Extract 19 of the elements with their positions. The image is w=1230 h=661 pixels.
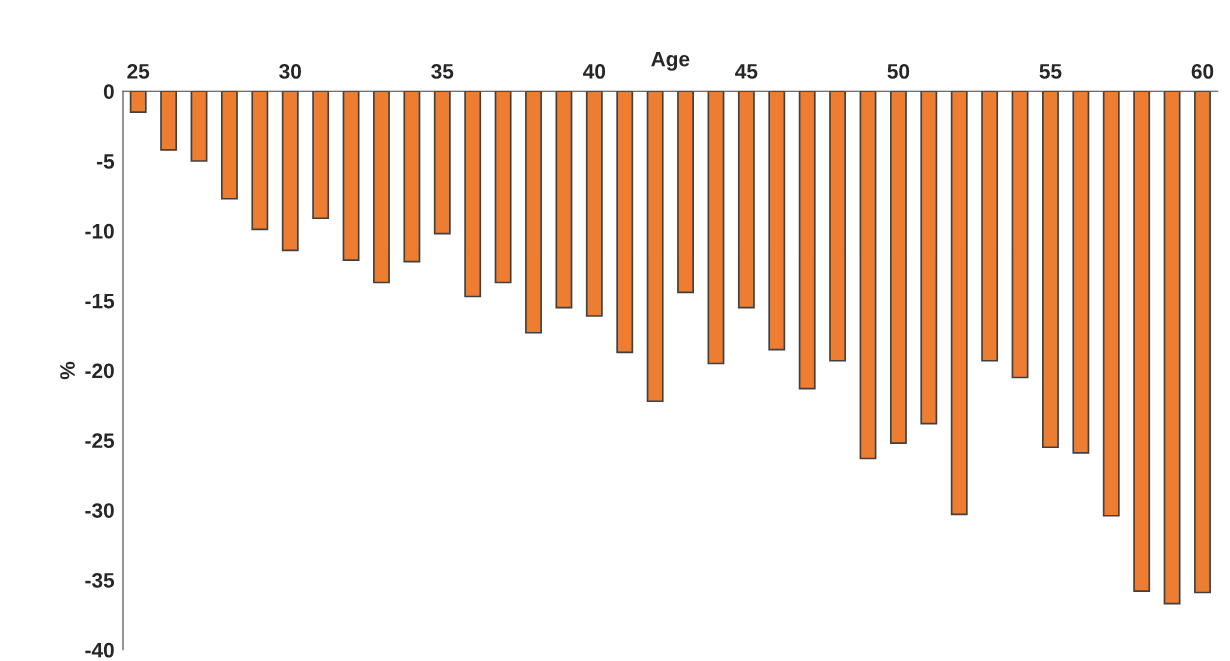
y-tick-label: -10 (85, 223, 114, 239)
x-tick-label: 50 (887, 64, 910, 79)
x-axis-title: Age (651, 51, 690, 71)
y-tick-label: -30 (85, 503, 114, 518)
y-tick-label: -40 (85, 642, 114, 658)
x-tick-label: 30 (279, 64, 301, 79)
x-tick-label: 60 (1191, 64, 1214, 79)
y-tick-label: -5 (96, 154, 115, 169)
x-tick-label: 45 (735, 64, 758, 79)
x-tick-label: 25 (127, 64, 150, 79)
x-tick-label: 40 (583, 64, 606, 79)
y-tick-label: -20 (85, 363, 114, 379)
x-tick-label: 55 (1039, 64, 1062, 79)
y-tick-label: 0 (103, 84, 114, 99)
y-tick-label: -25 (85, 433, 115, 449)
x-tick-label: 35 (431, 64, 454, 79)
y-tick-label: -35 (85, 572, 115, 588)
y-axis-title: % (60, 361, 75, 380)
y-tick-label: -15 (85, 293, 115, 309)
